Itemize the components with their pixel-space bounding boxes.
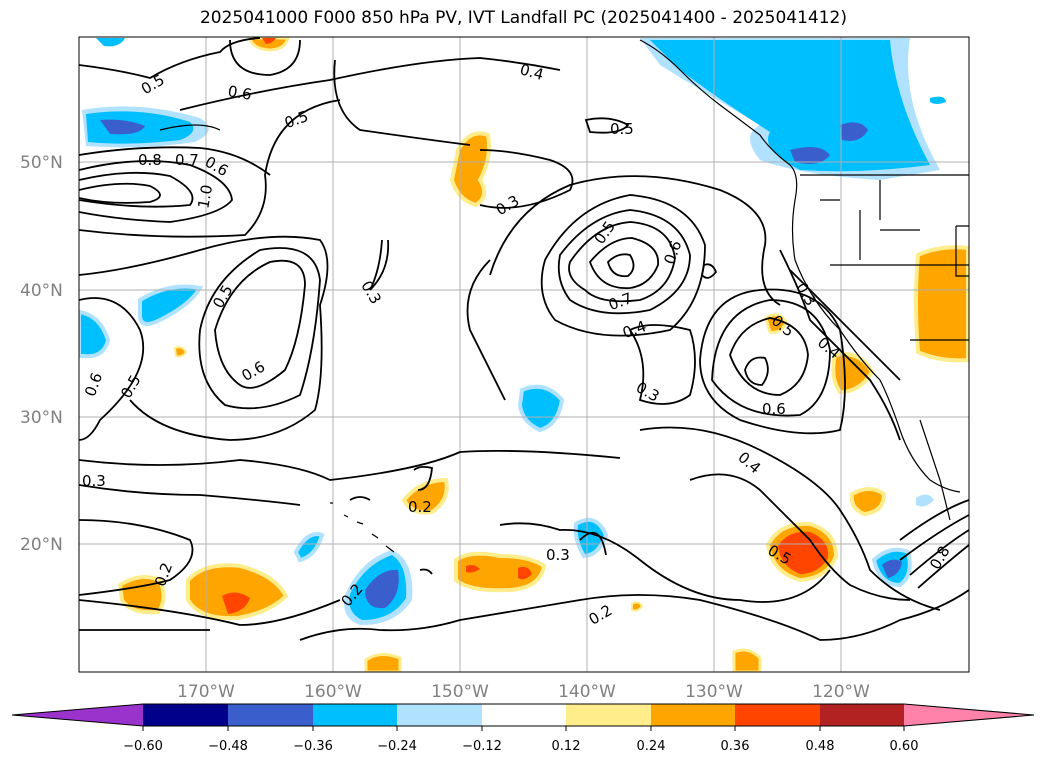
colorbar-extend-low bbox=[12, 704, 143, 726]
colorbar-segment bbox=[820, 704, 904, 726]
longitude-label: 150°W bbox=[431, 682, 489, 702]
colorbar-segment bbox=[143, 704, 228, 726]
colorbar-segment bbox=[397, 704, 482, 726]
colorbar-tick-label: −0.48 bbox=[208, 739, 248, 754]
colorbar-segment bbox=[566, 704, 651, 726]
contour-label: 0.6 bbox=[762, 400, 786, 418]
longitude-label: 120°W bbox=[812, 682, 870, 702]
contour-label: 0.5 bbox=[610, 120, 634, 138]
gridlines bbox=[79, 37, 969, 672]
contour-label: 0.2 bbox=[408, 498, 432, 516]
colorbar-tick-label: −0.12 bbox=[462, 739, 502, 754]
positive-region-landfall bbox=[765, 521, 839, 583]
positive-region-top bbox=[248, 37, 290, 52]
contour-label: 0.3 bbox=[546, 546, 570, 564]
positive-region-north bbox=[449, 131, 491, 208]
colorbar-segment bbox=[735, 704, 820, 726]
colorbar-segment bbox=[482, 704, 566, 726]
colorbar-segment bbox=[228, 704, 313, 726]
latitude-axis: 50°N 40°N 30°N 20°N bbox=[20, 153, 63, 555]
contour-label: 0.3 bbox=[82, 472, 106, 490]
coastlines bbox=[159, 39, 969, 553]
longitude-label: 130°W bbox=[685, 682, 743, 702]
positive-region-california bbox=[764, 245, 969, 395]
colorbar-ticks bbox=[142, 726, 905, 731]
contour-label: 0.7 bbox=[175, 151, 199, 169]
latitude-label: 30°N bbox=[20, 408, 63, 428]
colorbar-tick-label: −0.60 bbox=[123, 739, 163, 754]
map-panel: 0.5 0.6 0.5 0.4 0.5 0.8 0.7 0.6 1.0 0.3 … bbox=[79, 37, 969, 672]
longitude-label: 170°W bbox=[177, 682, 235, 702]
colorbar-tick-label: 0.48 bbox=[806, 739, 835, 754]
colorbar-tick-label: −0.36 bbox=[293, 739, 333, 754]
contour-label: 0.4 bbox=[518, 60, 546, 84]
contour-label: 0.6 bbox=[226, 82, 253, 104]
filled-regions bbox=[79, 37, 969, 672]
pv-contours bbox=[79, 37, 969, 641]
colorbar-tick-label: 0.12 bbox=[552, 739, 581, 754]
positive-region-middle bbox=[173, 346, 887, 612]
negative-region-top bbox=[96, 38, 125, 47]
longitude-label: 140°W bbox=[558, 682, 616, 702]
colorbar-segment bbox=[313, 704, 397, 726]
negative-region-canada bbox=[640, 38, 946, 180]
colorbar-tick-label: 0.24 bbox=[637, 739, 666, 754]
map-frame bbox=[78, 36, 970, 673]
negative-region-west bbox=[79, 284, 204, 359]
colorbar-segment bbox=[651, 704, 735, 726]
colorbar-tick-label: 0.36 bbox=[721, 739, 750, 754]
colorbar-tick-label: −0.24 bbox=[377, 739, 417, 754]
map-title: 2025041000 F000 850 hPa PV, IVT Landfall… bbox=[199, 8, 847, 28]
contour-label: 1.0 bbox=[194, 183, 216, 210]
colorbar-extend-high bbox=[904, 704, 1034, 726]
colorbar-tick-label: 0.60 bbox=[890, 739, 919, 754]
contour-label: 0.8 bbox=[138, 151, 162, 169]
longitude-label: 160°W bbox=[304, 682, 362, 702]
latitude-label: 50°N bbox=[20, 153, 63, 173]
longitude-axis: 170°W 160°W 150°W 140°W 130°W 120°W bbox=[177, 682, 870, 702]
positive-region-south bbox=[117, 551, 762, 672]
negative-region-hawaii bbox=[344, 550, 413, 626]
latitude-label: 40°N bbox=[20, 281, 63, 301]
colorbar: −0.60 −0.48 −0.36 −0.24 −0.12 0.12 0.24 … bbox=[11, 703, 1035, 754]
latitude-label: 20°N bbox=[20, 535, 63, 555]
negative-region-northwest bbox=[82, 106, 209, 148]
